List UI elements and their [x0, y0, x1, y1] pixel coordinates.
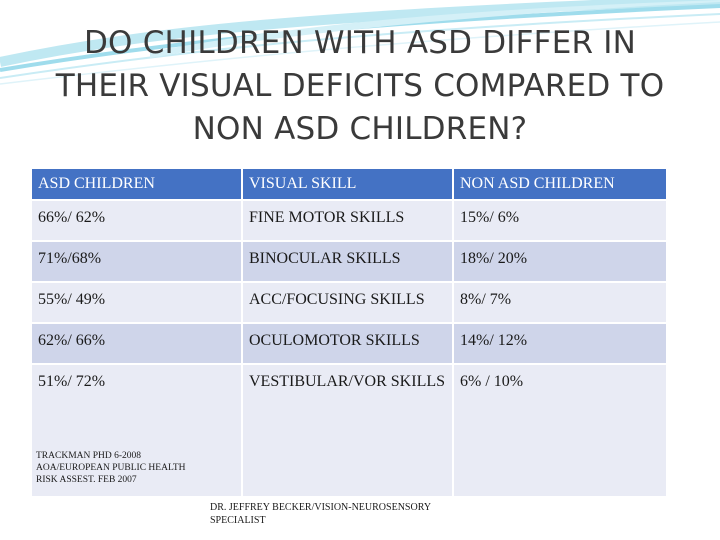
header-non-asd-children: NON ASD CHILDREN — [452, 167, 668, 201]
slide-title: DO CHILDREN WITH ASD DIFFER IN THEIR VIS… — [20, 22, 700, 151]
table-row: 66%/ 62% FINE MOTOR SKILLS 15%/ 6% — [30, 199, 668, 242]
skill-name: OCULOMOTOR SKILLS — [241, 322, 454, 365]
table-row: 62%/ 66% OCULOMOTOR SKILLS 14%/ 12% — [30, 322, 668, 365]
non-asd-value: 14%/ 12% — [452, 322, 668, 365]
header-asd-children: ASD CHILDREN — [30, 167, 243, 201]
asd-value: 66%/ 62% — [30, 199, 243, 242]
citation-line-1: TRACKMAN PHD 6-2008 — [36, 451, 142, 461]
table-row: 55%/ 49% ACC/FOCUSING SKILLS 8%/ 7% — [30, 281, 668, 324]
source-citation: TRACKMAN PHD 6-2008 AOA/EUROPEAN PUBLIC … — [36, 450, 246, 486]
skill-name: VESTIBULAR/VOR SKILLS — [241, 363, 454, 498]
asd-value: 62%/ 66% — [30, 322, 243, 365]
title-line-2: THEIR VISUAL DEFICITS COMPARED TO — [55, 68, 665, 104]
decorative-swoosh — [0, 0, 720, 85]
non-asd-value: 6% / 10% — [452, 363, 668, 498]
citation-line-3: RISK ASSEST. FEB 2007 — [36, 475, 137, 485]
table-row: 51%/ 72% VESTIBULAR/VOR SKILLS 6% / 10% — [30, 363, 668, 498]
comparison-table: ASD CHILDREN VISUAL SKILL NON ASD CHILDR… — [30, 167, 668, 498]
non-asd-value: 18%/ 20% — [452, 240, 668, 283]
asd-value: 71%/68% — [30, 240, 243, 283]
skill-name: BINOCULAR SKILLS — [241, 240, 454, 283]
title-line-3: NON ASD CHILDREN? — [192, 111, 528, 147]
non-asd-value: 15%/ 6% — [452, 199, 668, 242]
non-asd-value: 8%/ 7% — [452, 281, 668, 324]
asd-value: 55%/ 49% — [30, 281, 243, 324]
title-line-1: DO CHILDREN WITH ASD DIFFER IN — [83, 25, 637, 61]
credit-line-1: DR. JEFFREY BECKER/VISION-NEUROSENSORY — [210, 502, 432, 513]
table-header-row: ASD CHILDREN VISUAL SKILL NON ASD CHILDR… — [30, 167, 668, 201]
skill-name: FINE MOTOR SKILLS — [241, 199, 454, 242]
citation-line-2: AOA/EUROPEAN PUBLIC HEALTH — [36, 463, 186, 473]
asd-value: 51%/ 72% — [30, 363, 243, 498]
header-visual-skill: VISUAL SKILL — [241, 167, 454, 201]
skill-name: ACC/FOCUSING SKILLS — [241, 281, 454, 324]
author-credit: DR. JEFFREY BECKER/VISION-NEUROSENSORY S… — [210, 501, 510, 527]
credit-line-2: SPECIALIST — [210, 515, 266, 526]
table-row: 71%/68% BINOCULAR SKILLS 18%/ 20% — [30, 240, 668, 283]
